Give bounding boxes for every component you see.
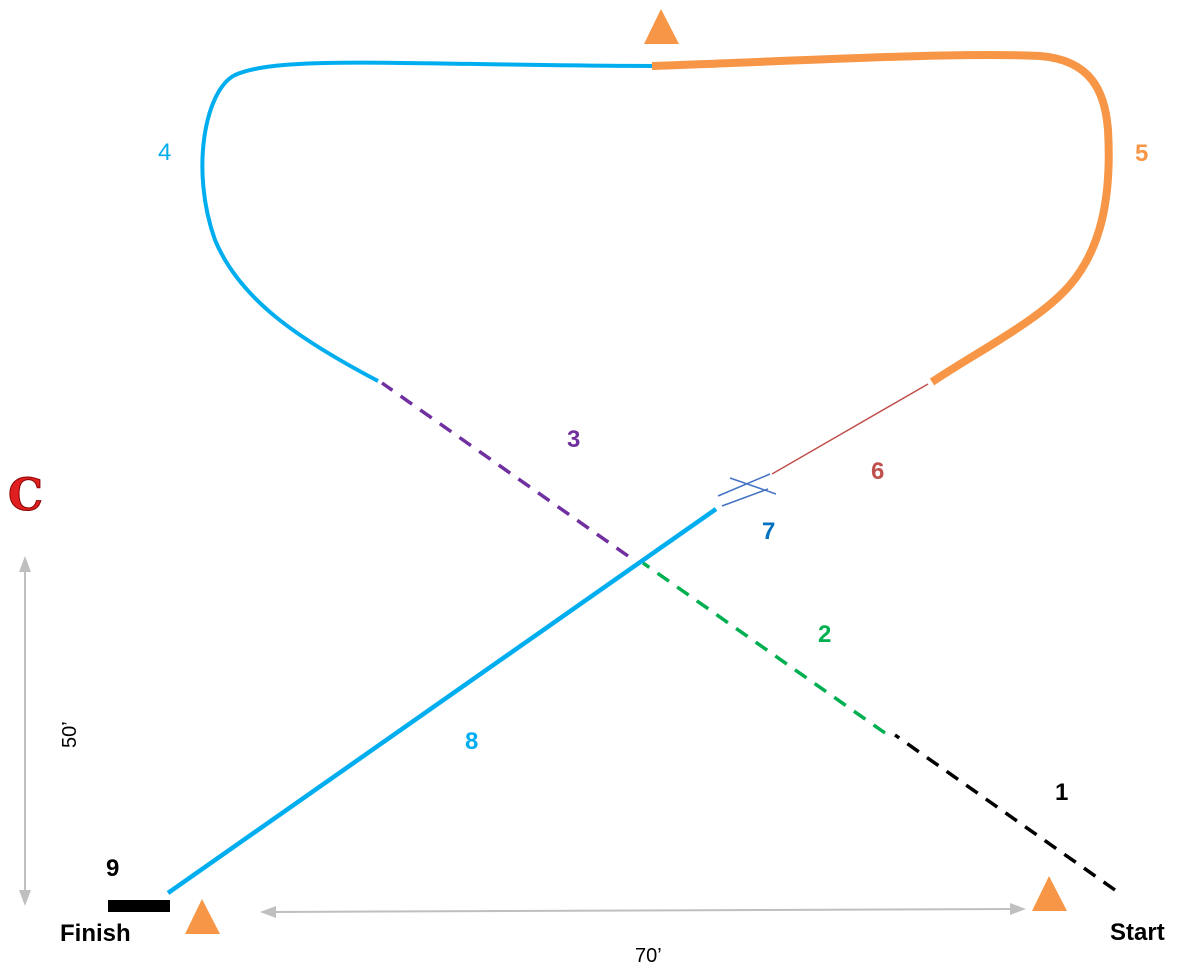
segment-label-1: 1 [1055,779,1068,806]
segment-label-4: 4 [158,139,171,166]
height-dimension-label: 50’ [59,721,81,748]
cone-icon [644,9,679,44]
finish-label: Finish [60,920,131,947]
path-segment-4 [200,60,653,383]
segment-label-9: 9 [106,855,119,882]
width-dimension-arrow [260,903,1026,918]
segment-label-8: 8 [465,728,478,755]
height-dimension-arrow [19,556,31,906]
start-label: Start [1110,919,1165,946]
segment-label-3: 3 [567,426,580,453]
finish-line-bar [108,900,170,912]
path-segment-1 [893,733,1117,892]
cone-icon [1032,876,1067,911]
path-segment-2 [641,561,887,735]
path-segment-7-cross [717,473,777,507]
path-segment-5 [651,50,1113,386]
segment-label-5: 5 [1135,140,1148,167]
segment-label-6: 6 [871,458,884,485]
cone-icon [185,899,220,934]
segment-label-7: 7 [762,518,775,545]
path-segment-8 [166,507,718,895]
segment-label-2: 2 [818,621,831,648]
path-segment-3 [380,381,630,558]
path-segment-6 [771,383,929,475]
letter-marker-icon: C [8,470,43,521]
width-dimension-label: 70’ [635,945,662,967]
